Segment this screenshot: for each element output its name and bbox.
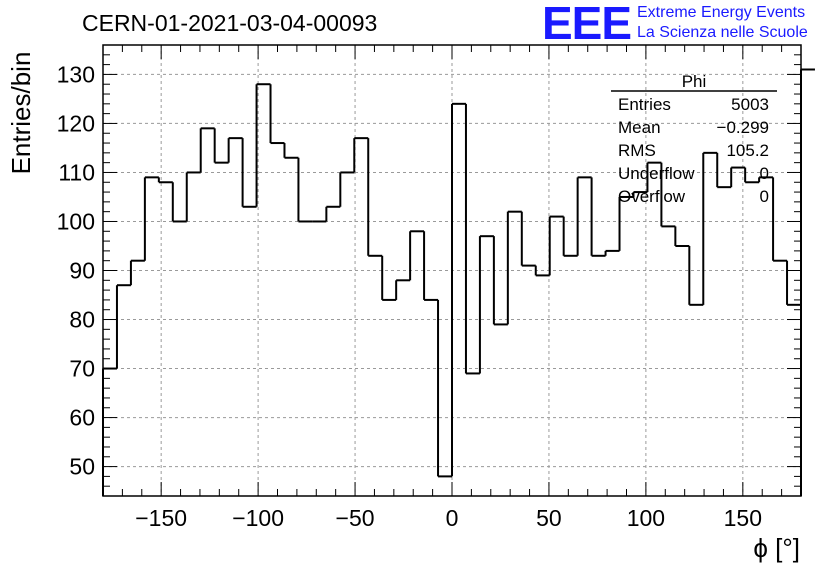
stats-box: Phi Entries 5003 Mean −0.299 RMS 105.2 Underflo… (611, 72, 777, 206)
histogram-bin (646, 161, 662, 193)
y-tick-label: 60 (69, 405, 95, 431)
stats-box-title: Phi (682, 72, 707, 91)
histogram-bin (800, 68, 815, 305)
histogram-bin (227, 137, 243, 163)
histogram-bin (157, 177, 173, 184)
histogram-bin (730, 166, 746, 188)
histogram-bin (660, 162, 676, 228)
histogram-bin (241, 138, 257, 208)
histogram-bin (632, 191, 648, 197)
axis-ticks (102, 44, 802, 496)
histogram-bin (353, 137, 369, 173)
y-tick-label: 90 (69, 258, 95, 284)
y-tick-label: 110 (58, 159, 95, 185)
stats-row-label: Mean (618, 118, 661, 137)
histogram-bin (674, 226, 690, 247)
histogram-bin (255, 83, 271, 207)
histogram-bin (744, 167, 760, 184)
stats-row-value: 5003 (731, 95, 769, 114)
histogram-bin (688, 245, 704, 306)
stats-row-value: 105.2 (726, 141, 769, 160)
x-tick-label: −50 (336, 505, 375, 531)
stats-row-value: 0 (760, 164, 769, 183)
x-tick-label: −100 (232, 505, 284, 531)
histogram-bin (618, 195, 634, 251)
histogram-bin (395, 279, 411, 300)
x-tick-label: 0 (446, 505, 459, 531)
histogram-bin (297, 157, 313, 223)
y-tick-label: 50 (69, 454, 95, 480)
histogram-bin (129, 259, 145, 286)
histogram-bin (115, 284, 131, 369)
histogram-bin (590, 177, 606, 257)
histogram-bin (786, 260, 801, 306)
histogram-bin (520, 211, 536, 267)
histogram-bin (576, 176, 592, 256)
histogram-bin (185, 171, 201, 222)
histogram-bin (478, 235, 494, 374)
y-tick-label: 70 (69, 356, 95, 382)
histogram-bin (548, 215, 564, 276)
histogram-bin (269, 84, 285, 145)
stats-row-label: Underflow (618, 164, 695, 183)
stats-row-label: Entries (618, 95, 671, 114)
histogram-bin (562, 216, 578, 257)
histogram-bin (213, 128, 229, 164)
histogram-bin (506, 210, 522, 325)
tick-labels: −150 −100 −50 0 50 100 150 50 60 70 80 90 100 110 120 1… (57, 61, 762, 531)
histogram-bin (716, 152, 732, 189)
histogram-bin (534, 265, 550, 277)
histogram-series (102, 68, 815, 496)
histogram-bin (381, 255, 397, 301)
logo-subtitle-2: La Scienza nelle Scuole (637, 24, 808, 41)
histogram-bin (409, 230, 425, 281)
y-tick-label: 120 (57, 110, 95, 136)
histogram-bin (492, 236, 508, 326)
chart-title: CERN-01-2021-03-04-00093 (82, 10, 378, 36)
stats-row-value: 0 (760, 187, 769, 206)
y-tick-label: 80 (69, 307, 95, 333)
y-tick-label: 100 (57, 208, 95, 234)
histogram-bin (339, 171, 355, 207)
x-axis-label: ϕ [°] (753, 533, 800, 563)
histogram-bin (423, 231, 439, 301)
histogram-bin (451, 102, 466, 477)
histogram-bin (604, 249, 620, 256)
histogram-bin (464, 103, 480, 375)
histogram-bin (283, 143, 299, 159)
x-tick-label: 100 (627, 505, 665, 531)
x-tick-label: 150 (724, 505, 762, 531)
y-tick-label: 130 (57, 61, 95, 87)
logo-subtitle-1: Extreme Energy Events (637, 4, 806, 21)
histogram-bin (758, 176, 774, 183)
x-tick-label: 50 (536, 505, 562, 531)
eee-logo: EEE (542, 0, 632, 49)
stats-row-value: −0.299 (717, 118, 769, 137)
histogram-bin (325, 205, 341, 222)
y-axis-label: Entries/bin (6, 52, 36, 175)
histogram-bin (367, 138, 383, 257)
stats-row-label: Overflow (618, 187, 686, 206)
stats-row-label: RMS (618, 141, 656, 160)
x-tick-label: −150 (135, 505, 187, 531)
histogram-bin (437, 299, 452, 478)
histogram-bin (772, 177, 788, 262)
histogram-bin (171, 182, 187, 223)
histogram-bin (199, 127, 215, 173)
histogram-bin (143, 176, 159, 261)
histogram-bin (702, 151, 718, 305)
